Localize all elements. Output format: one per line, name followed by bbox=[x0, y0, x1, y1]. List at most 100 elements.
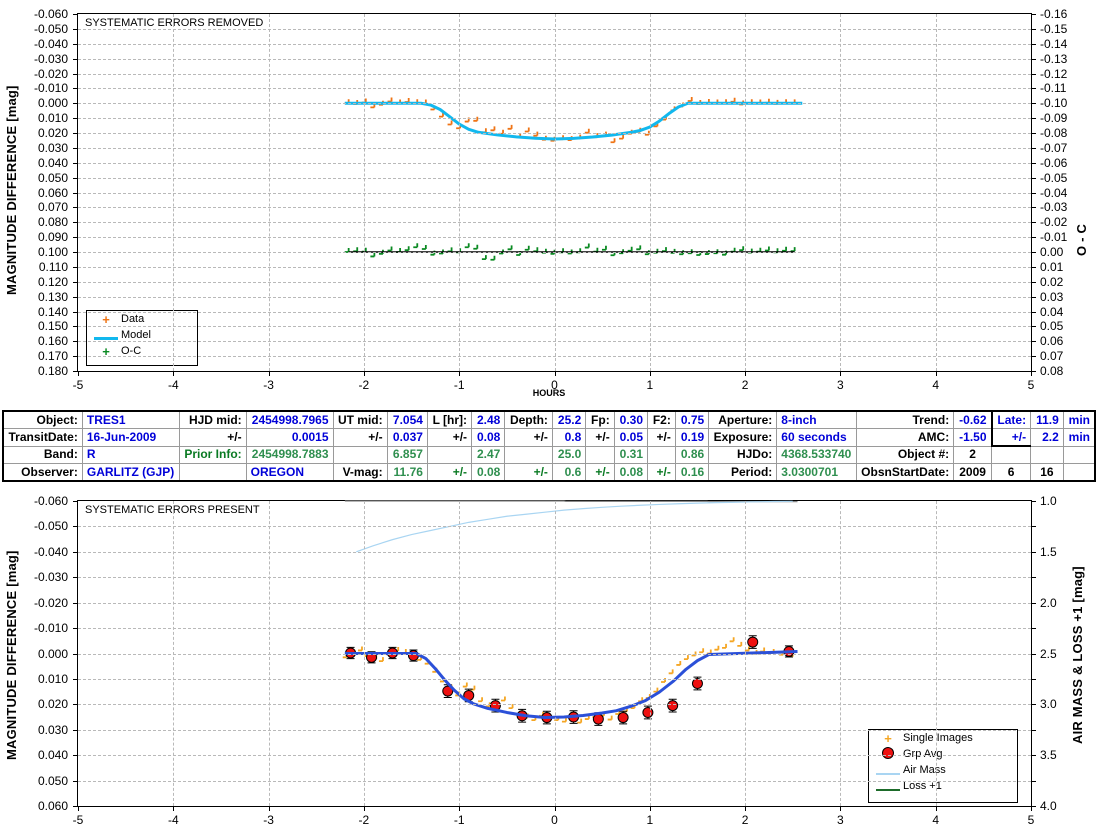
y-axis-right-tick-label: 4.0 bbox=[1040, 799, 1057, 813]
table-row: Band: R Prior Info: 2454998.7883 6.857 2.47 25… bbox=[1, 445, 1096, 464]
y-axis-right-tick-label: 0.07 bbox=[1040, 349, 1064, 364]
table-cell: 0.31 bbox=[613, 445, 649, 464]
y-tick-mark-right bbox=[1031, 371, 1036, 372]
table-cell: -0.62 bbox=[953, 410, 993, 429]
table-cell: 0.8 bbox=[551, 428, 587, 447]
legend-item-label: Model bbox=[121, 329, 151, 341]
y-axis-right-tick-label: -0.11 bbox=[1040, 81, 1067, 96]
y-axis-tick-label: 0.060 bbox=[37, 799, 68, 813]
x-tick-mark bbox=[840, 371, 842, 376]
table-cell: Depth: bbox=[504, 410, 553, 429]
legend-item[interactable]: Grp Avg bbox=[869, 746, 1017, 762]
table-cell: Observer: bbox=[1, 463, 83, 482]
table-cell: 0.19 bbox=[674, 428, 710, 447]
table-cell: 8-inch bbox=[776, 410, 858, 429]
table-cell: 0.05 bbox=[613, 428, 649, 447]
y-tick-mark-right bbox=[1031, 755, 1036, 757]
y-tick-mark-right bbox=[1031, 341, 1036, 343]
x-axis-tick-label: 3 bbox=[837, 378, 844, 392]
y-tick-mark-right bbox=[1031, 501, 1036, 502]
table-cell: 16 bbox=[1030, 463, 1064, 482]
legend-item[interactable]: Air Mass bbox=[869, 762, 1017, 778]
y-tick-mark bbox=[73, 162, 78, 164]
y-tick-mark-right bbox=[1031, 806, 1036, 807]
y-tick-mark-right bbox=[1031, 43, 1036, 45]
x-axis-tick-label: -1 bbox=[453, 813, 465, 827]
y-axis-right-tick-label: 0.03 bbox=[1040, 289, 1064, 304]
y-axis-tick-label: 0.010 bbox=[37, 111, 68, 126]
gridline-vertical bbox=[840, 501, 842, 806]
y-axis-tick-label: 0.010 bbox=[37, 671, 68, 686]
y-tick-mark-right bbox=[1031, 729, 1036, 731]
legend-item[interactable]: Loss +1 bbox=[869, 778, 1017, 794]
y-axis-tick-label: -0.020 bbox=[33, 595, 68, 610]
y-tick-mark bbox=[73, 296, 78, 298]
y-axis-right-tick-label: -0.07 bbox=[1040, 140, 1068, 155]
legend-item[interactable]: Model bbox=[87, 327, 197, 343]
y-tick-mark bbox=[73, 628, 78, 630]
y-tick-mark-right bbox=[1031, 58, 1036, 60]
y-tick-mark-right bbox=[1031, 14, 1036, 15]
y-axis-right-tick-label: -0.15 bbox=[1040, 21, 1068, 36]
table-cell: +/- bbox=[504, 463, 553, 482]
table-cell bbox=[991, 445, 1032, 464]
y-tick-mark-right bbox=[1031, 602, 1036, 604]
gridline-vertical bbox=[363, 14, 365, 371]
y-axis-tick-label: 0.060 bbox=[37, 185, 68, 200]
x-axis-tick-label: 2 bbox=[741, 378, 749, 392]
y-axis-tick-label: -0.050 bbox=[33, 21, 68, 36]
top-chart-series-layer bbox=[344, 97, 803, 261]
y-axis-tick-label: 0.140 bbox=[37, 304, 68, 319]
table-cell bbox=[647, 445, 676, 464]
y-axis-tick-label: 0.120 bbox=[37, 274, 68, 289]
table-cell: 3.0300701 bbox=[776, 463, 858, 482]
y-axis-tick-label: 0.160 bbox=[37, 334, 68, 349]
y-axis-right-tick-label: 0.05 bbox=[1040, 319, 1064, 334]
legend-item[interactable]: + Data bbox=[87, 311, 197, 327]
y-axis-right-tick-label: 0.04 bbox=[1040, 304, 1064, 319]
y-tick-mark bbox=[73, 341, 78, 343]
y-axis-tick-label: 0.050 bbox=[37, 170, 68, 185]
table-cell: min bbox=[1062, 428, 1096, 447]
legend-item-label: Single Images bbox=[903, 732, 973, 744]
table-cell: F2: bbox=[647, 410, 676, 429]
y-tick-mark-right bbox=[1031, 311, 1036, 313]
table-cell: 11.76 bbox=[386, 463, 428, 482]
series-air-mass bbox=[356, 500, 793, 553]
y-axis-right-tick-label: -0.14 bbox=[1040, 36, 1068, 51]
y-tick-mark bbox=[73, 501, 78, 502]
table-cell: UT mid: bbox=[332, 410, 388, 429]
legend-item-label: Air Mass bbox=[903, 764, 946, 776]
table-cell bbox=[332, 445, 388, 464]
table-cell: Trend: bbox=[856, 410, 955, 429]
plus-marker-icon: + bbox=[102, 311, 110, 327]
gridline-vertical bbox=[268, 501, 270, 806]
y-axis-tick-label: 0.100 bbox=[37, 245, 68, 259]
bottom-chart-plot-area: SYSTEMATIC ERRORS PRESENT + Single Images… bbox=[34, 495, 1057, 826]
x-axis-tick-label: 4 bbox=[932, 378, 940, 392]
x-tick-mark bbox=[1031, 806, 1032, 811]
gridline-vertical bbox=[554, 501, 556, 806]
y-axis-right-tick-label: -0.02 bbox=[1040, 215, 1068, 230]
table-cell: Period: bbox=[708, 463, 778, 482]
line-marker-icon bbox=[93, 329, 119, 342]
table-cell bbox=[504, 445, 553, 464]
table-cell: Aperture: bbox=[708, 410, 778, 429]
gridline-vertical bbox=[363, 501, 365, 806]
legend-item[interactable]: + O-C bbox=[87, 343, 197, 359]
y-axis-right-tick-label: -0.01 bbox=[1040, 230, 1068, 245]
legend-item-label: Loss +1 bbox=[903, 780, 942, 792]
y-tick-mark-right bbox=[1031, 356, 1036, 358]
x-tick-mark bbox=[745, 371, 747, 376]
y-tick-mark bbox=[73, 192, 78, 194]
y-tick-mark bbox=[73, 73, 78, 75]
y-tick-mark bbox=[73, 147, 78, 149]
y-tick-mark-right bbox=[1031, 28, 1036, 30]
y-tick-mark-right bbox=[1031, 653, 1036, 655]
table-cell bbox=[1030, 445, 1064, 464]
plus-marker-icon: + bbox=[884, 730, 892, 746]
y-tick-mark bbox=[73, 551, 78, 553]
y-tick-mark-right bbox=[1031, 207, 1036, 209]
table-cell: TRES1 bbox=[81, 410, 180, 429]
legend-item[interactable]: + Single Images bbox=[869, 730, 1017, 746]
